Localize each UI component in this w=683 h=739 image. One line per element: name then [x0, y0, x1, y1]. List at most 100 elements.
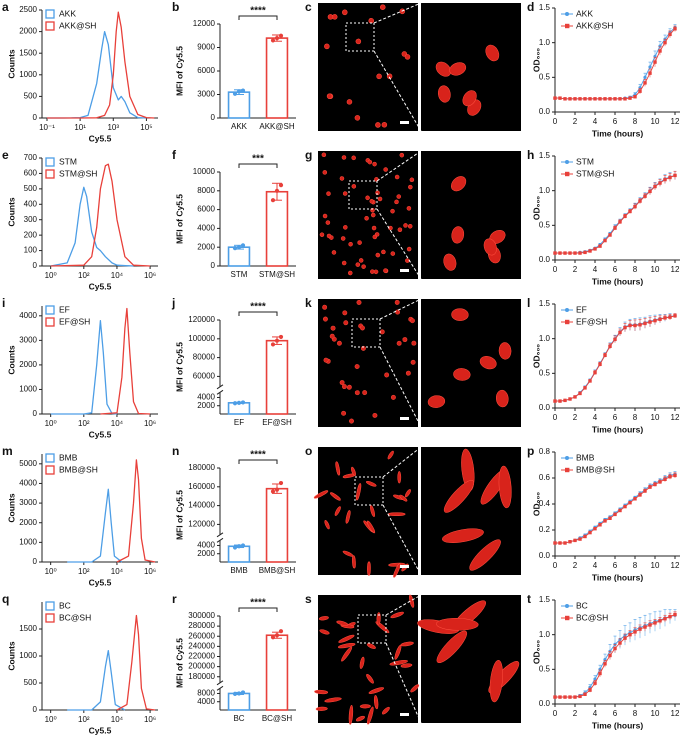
x-tick-label: 8 [633, 561, 638, 570]
data-point [270, 342, 276, 347]
cell [357, 240, 362, 245]
cell [356, 299, 362, 305]
growth-curve [555, 614, 676, 698]
data-point [568, 397, 572, 401]
panel-letter: a [2, 0, 9, 14]
data-point [633, 323, 637, 328]
cell [341, 155, 347, 160]
x-tick-label: 6 [613, 413, 618, 422]
x-tick-label: 4 [593, 709, 598, 718]
y-tick-label: 500 [24, 184, 38, 193]
y-tick-label: 4000 [197, 224, 215, 233]
histogram-curve [100, 307, 151, 415]
cell [380, 4, 386, 10]
y-tick-label: 0.6 [539, 473, 551, 482]
y-axis-title: OD₆₀₀ [531, 492, 541, 516]
y-tick-label: 12000 [193, 19, 216, 28]
cell [410, 359, 416, 365]
cell [334, 506, 341, 516]
x-tick-label: 12 [671, 265, 680, 274]
x-tick-label: 10⁴ [111, 567, 124, 576]
panel-letter: n [172, 444, 179, 458]
data-point [568, 540, 572, 544]
y-axis-title: MFI of Cy5.5 [174, 342, 184, 392]
data-point [608, 233, 612, 237]
cell [369, 199, 374, 204]
data-point [608, 97, 612, 101]
x-tick-label: 12 [671, 561, 680, 570]
y-tick-label: 2500 [19, 5, 37, 14]
legend-label: BMB@SH [59, 464, 98, 474]
y-tick-label: 1.5 [539, 151, 551, 160]
data-point [270, 489, 276, 494]
legend-swatch [45, 157, 55, 167]
cell [321, 152, 327, 158]
y-tick-label: 6000 [197, 66, 215, 75]
x-tick-label: 10⁴ [111, 271, 124, 280]
legend-swatch [565, 604, 569, 608]
cell [390, 251, 396, 256]
cell [449, 62, 467, 76]
cell [335, 461, 341, 476]
scale-bar [400, 713, 409, 716]
cell [354, 115, 361, 121]
cell [339, 380, 345, 386]
zoom-line [379, 298, 422, 320]
data-point [643, 194, 647, 198]
bar [265, 634, 289, 711]
y-tick-label: 1.0 [539, 630, 551, 639]
data-point [623, 325, 627, 330]
legend-label: BMB [576, 452, 595, 462]
scale-bar [400, 121, 409, 124]
cell [375, 252, 381, 258]
significance-label: **** [250, 302, 266, 313]
data-point [653, 60, 657, 64]
x-tick-label: 10 [651, 265, 660, 274]
histogram-curve [67, 488, 123, 563]
bar [265, 190, 289, 267]
x-tick-label: 6 [613, 561, 618, 570]
cell [436, 618, 479, 631]
y-tick-label: 4000 [197, 697, 215, 706]
x-axis-title: Time (hours) [592, 276, 643, 286]
data-point [633, 497, 637, 501]
data-point [628, 501, 632, 505]
scale-bar [400, 269, 409, 272]
cell [348, 704, 354, 725]
zoom-line [376, 150, 422, 182]
data-point [563, 695, 567, 699]
cell [371, 225, 377, 231]
data-point [240, 690, 246, 695]
legend-swatch [565, 319, 570, 325]
y-tick-label: 1.5 [539, 595, 551, 604]
y-tick-label: 180000 [188, 672, 215, 681]
x-tick-label: 8 [633, 413, 638, 422]
cell [383, 268, 388, 273]
x-tick-label: 0 [553, 117, 558, 126]
data-point [598, 523, 602, 527]
x-tick-label: 10² [78, 567, 90, 576]
y-tick-label: 220000 [188, 652, 215, 661]
y-tick-label: 1.0 [539, 186, 551, 195]
cell [483, 238, 497, 256]
data-point [618, 508, 622, 513]
cell [358, 258, 364, 263]
cell [495, 389, 509, 408]
y-tick-label: 300000 [188, 611, 215, 620]
y-tick-label: 1.5 [539, 299, 551, 308]
y-tick-label: 160000 [188, 482, 215, 491]
cell [351, 184, 357, 189]
data-point [236, 400, 242, 405]
y-tick-label: 180000 [188, 463, 215, 472]
y-tick-label: 400 [24, 199, 38, 208]
y-tick-label: 0 [33, 705, 38, 714]
y-tick-label: 120000 [188, 520, 215, 529]
legend-label: BMB@SH [576, 464, 615, 474]
y-tick-label: 0.0 [539, 551, 551, 560]
data-point [628, 323, 632, 328]
y-axis-title: OD₆₀₀ [531, 196, 541, 220]
y-tick-label: 300 [24, 215, 38, 224]
legend-swatch [45, 453, 55, 463]
data-point [648, 320, 652, 324]
x-tick-label: 10² [78, 419, 90, 428]
